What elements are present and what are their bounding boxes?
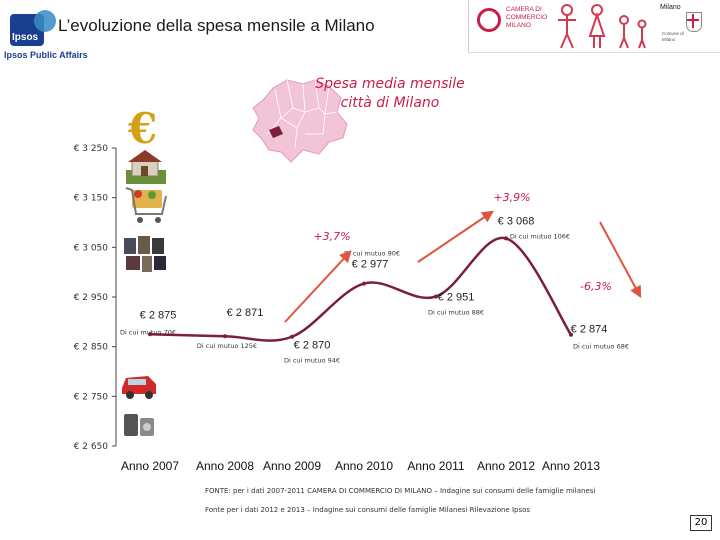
value-label: € 2 875 bbox=[140, 309, 177, 321]
y-tick-label: € 2 850 bbox=[74, 343, 109, 353]
x-tick-label: Anno 2011 bbox=[407, 459, 464, 473]
data-point bbox=[290, 334, 294, 339]
x-tick-label: Anno 2008 bbox=[196, 459, 254, 473]
value-label: € 2 977 bbox=[352, 259, 389, 271]
value-label: € 3 068 bbox=[498, 215, 535, 227]
x-tick-label: Anno 2010 bbox=[335, 459, 393, 473]
family-icon bbox=[558, 4, 647, 49]
milano-crest-icon bbox=[686, 12, 702, 32]
mortgage-label: Di cui mutuo 68€ bbox=[573, 343, 629, 351]
data-point bbox=[569, 332, 573, 337]
y-tick-label: € 3 150 bbox=[74, 194, 109, 204]
value-label: € 2 874 bbox=[571, 324, 608, 336]
ipsos-logo-swoosh bbox=[34, 10, 56, 32]
chamber-name: CAMERA DI COMMERCIO MILANO bbox=[506, 6, 548, 29]
lombardy-map bbox=[252, 79, 348, 163]
x-tick-label: Anno 2009 bbox=[263, 459, 321, 473]
page-title: L’evoluzione della spesa mensile a Milan… bbox=[58, 16, 375, 35]
appliance-icon bbox=[124, 414, 154, 436]
x-tick-label: Anno 2007 bbox=[121, 459, 179, 473]
data-point bbox=[434, 294, 438, 299]
mortgage-label: Di cui mutuo 94€ bbox=[284, 357, 340, 365]
page-number: 20 bbox=[690, 515, 712, 531]
comune-label: Comune di Milano bbox=[662, 31, 684, 42]
source-line-2: Fonte per i dati 2012 e 2013 – Indagine … bbox=[205, 506, 531, 514]
milano-crest-cross-h bbox=[687, 19, 699, 21]
x-tick-label: Anno 2013 bbox=[542, 459, 600, 473]
value-label: € 2 870 bbox=[294, 340, 331, 352]
mortgage-label: Di cui mutuo 106€ bbox=[510, 232, 570, 240]
chart-title: Spesa media mensile città di Milano bbox=[315, 76, 465, 111]
shopping-cart-icon bbox=[125, 187, 167, 223]
euro-icon: € bbox=[128, 104, 158, 153]
house-money-icon bbox=[126, 150, 166, 184]
milano-crest-cross bbox=[692, 14, 694, 28]
y-tick-label: € 2 750 bbox=[74, 392, 109, 402]
y-tick-label: € 3 050 bbox=[74, 243, 109, 253]
mortgage-label: Di cui mutuo 90€ bbox=[344, 250, 400, 258]
y-tick-label: € 3 250 bbox=[74, 144, 109, 154]
data-point bbox=[504, 236, 508, 241]
chamber-logo-icon bbox=[477, 8, 501, 32]
ipsos-public-affairs: Ipsos Public Affairs bbox=[4, 50, 88, 60]
percent-change-label: +3,7% bbox=[313, 230, 350, 243]
car-icon bbox=[122, 376, 156, 399]
milano-label: Milano bbox=[660, 4, 681, 11]
data-point bbox=[362, 281, 366, 286]
value-label: € 2 951 bbox=[438, 292, 475, 304]
mortgage-label: Di cui mutuo 70€ bbox=[120, 328, 176, 336]
clothes-icon bbox=[124, 236, 166, 272]
trend-arrow bbox=[284, 250, 352, 323]
mortgage-label: Di cui mutuo 88€ bbox=[428, 309, 484, 317]
y-tick-label: € 2 950 bbox=[74, 293, 109, 303]
source-line-1: FONTE: per i dati 2007-2011 CAMERA DI CO… bbox=[205, 487, 596, 495]
trend-arrow bbox=[599, 221, 642, 299]
data-point bbox=[148, 332, 152, 337]
value-label: € 2 871 bbox=[227, 307, 264, 319]
trend-arrow bbox=[417, 210, 494, 263]
mortgage-label: Di cui mutuo 125€ bbox=[197, 342, 257, 350]
percent-change-label: -6,3% bbox=[580, 280, 612, 293]
source-note: FONTE: per i dati 2007-2011 CAMERA DI CO… bbox=[205, 482, 595, 520]
percent-change-label: +3,9% bbox=[493, 191, 530, 204]
y-tick-label: € 2 650 bbox=[74, 442, 109, 452]
data-point bbox=[223, 334, 227, 339]
ipsos-logo-text: Ipsos bbox=[12, 32, 39, 43]
x-tick-label: Anno 2012 bbox=[477, 459, 535, 473]
